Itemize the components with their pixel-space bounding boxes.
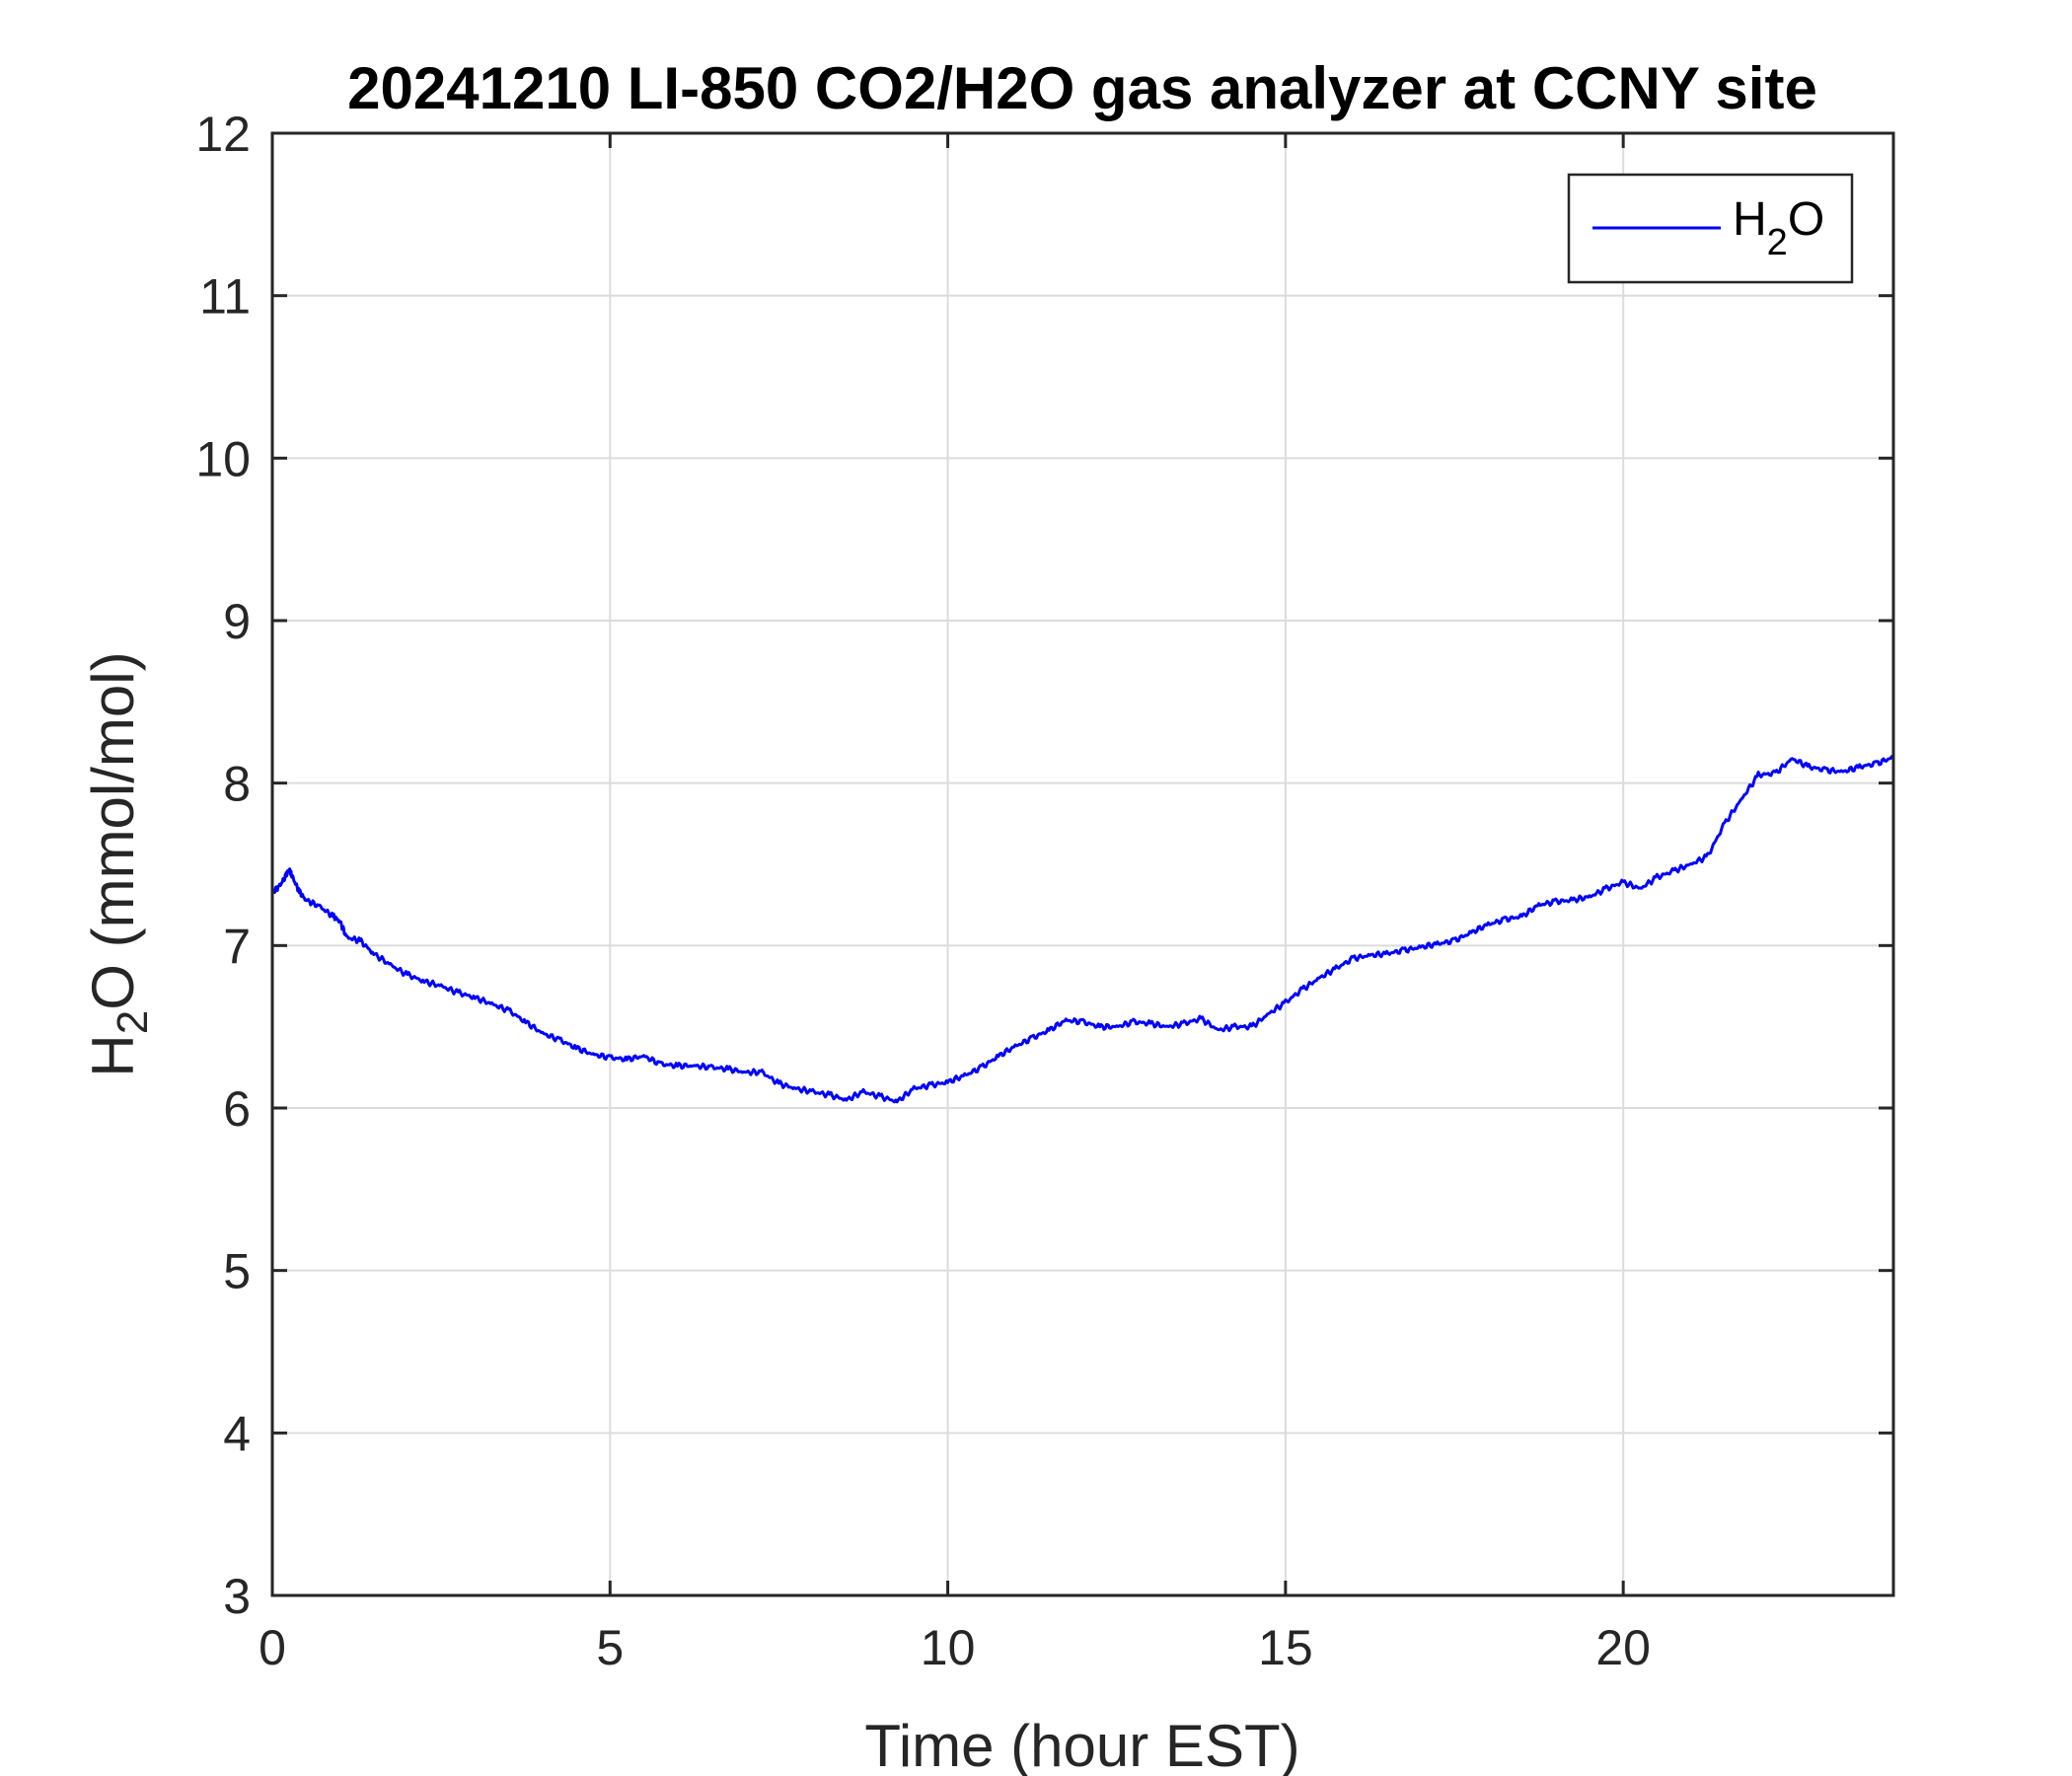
legend-rest: O [1788, 193, 1824, 246]
x-tick-label: 10 [921, 1620, 976, 1675]
y-tick-label: 5 [223, 1244, 251, 1299]
x-axis-label: Time (hour EST) [864, 1713, 1299, 1776]
y-label-sub: 2 [109, 1010, 157, 1034]
y-tick-label: 3 [223, 1569, 251, 1624]
legend-main: H [1733, 193, 1767, 246]
x-tick-label: 0 [259, 1620, 286, 1675]
legend: H2O [1567, 173, 1854, 284]
x-tick-label: 5 [596, 1620, 624, 1675]
y-tick-label: 4 [223, 1406, 251, 1461]
y-tick-label: 10 [195, 431, 251, 486]
x-tick-label: 20 [1595, 1620, 1651, 1675]
y-tick-label: 7 [223, 919, 251, 974]
y-tick-label: 6 [223, 1081, 251, 1137]
axes-box [270, 131, 1895, 1597]
legend-sub: 2 [1767, 222, 1788, 263]
series-lines [271, 755, 1894, 1104]
y-tick-label: 9 [223, 594, 251, 649]
y-label-rest: O (mmol/mol) [80, 651, 146, 1009]
series-line-h2o [271, 755, 1894, 1104]
y-tick-label: 12 [195, 107, 251, 162]
legend-label-h2o: H2O [1733, 193, 1824, 263]
chart-title: 20241210 LI-850 CO2/H2O gas analyzer at … [347, 55, 1817, 121]
x-tick-label: 15 [1258, 1620, 1313, 1675]
y-axis-label: H2O (mmol/mol) [80, 651, 157, 1076]
ticks: 0 5 10 15 20 3 4 5 6 7 8 9 10 11 12 [195, 107, 1893, 1675]
y-tick-label: 8 [223, 757, 251, 812]
y-label-main: H [80, 1034, 146, 1076]
y-tick-label: 11 [199, 269, 251, 325]
plot-area [272, 133, 1893, 1595]
